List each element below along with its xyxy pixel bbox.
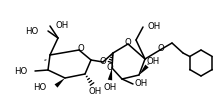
Text: O: O	[78, 44, 84, 53]
Text: ,,: ,,	[44, 55, 48, 61]
Text: OH: OH	[134, 80, 148, 88]
Text: OH: OH	[88, 86, 102, 96]
Text: O: O	[158, 44, 164, 53]
Text: OH: OH	[146, 57, 160, 66]
Text: O: O	[107, 63, 113, 73]
Text: O: O	[125, 37, 131, 47]
Text: OH: OH	[103, 82, 117, 91]
Text: HO: HO	[25, 27, 38, 36]
Text: HO: HO	[33, 82, 46, 91]
Polygon shape	[139, 65, 149, 75]
Polygon shape	[55, 78, 65, 88]
Text: O: O	[100, 57, 106, 66]
Text: OH: OH	[55, 21, 68, 30]
Text: ,,: ,,	[147, 59, 151, 65]
Text: OH: OH	[148, 22, 161, 30]
Polygon shape	[108, 68, 112, 80]
Text: HO: HO	[14, 66, 27, 76]
